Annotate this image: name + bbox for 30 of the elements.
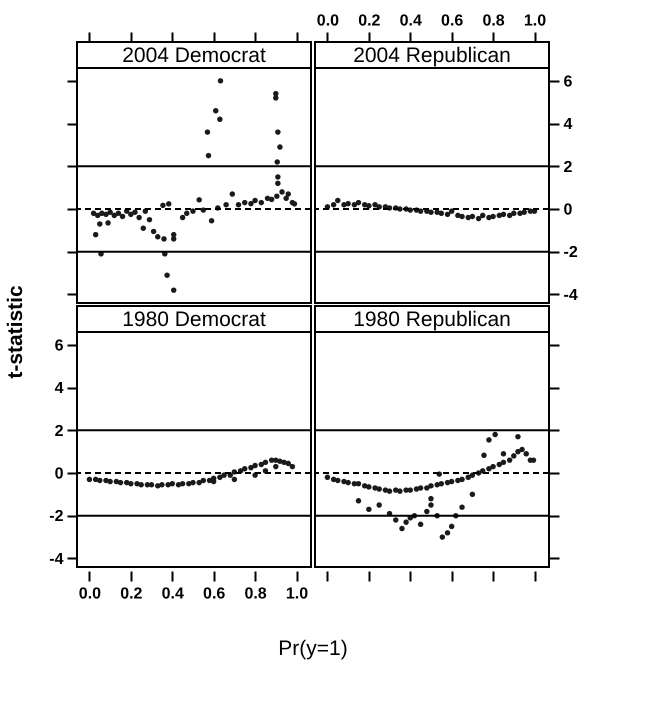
x-tick-label: 0.8: [482, 12, 505, 30]
x-tick-label: 0.6: [203, 586, 226, 602]
x-tick-label: 0.2: [120, 586, 143, 602]
y-tick-label: 0: [54, 466, 64, 482]
chart-title: 1980 Democrat: [122, 308, 266, 331]
y-tick-label: 6: [54, 337, 64, 354]
y-tick-label: 2: [564, 158, 572, 176]
y-axis-title: t-statistic: [4, 285, 27, 379]
y-tick-label: -2: [49, 508, 64, 526]
chart-title: 2004 Republican: [353, 44, 511, 67]
x-tick-label: 0.8: [244, 586, 267, 602]
x-tick-label: 0.0: [316, 12, 340, 30]
y-tick-label: -4: [564, 286, 578, 304]
y-tick-label: -4: [49, 550, 64, 568]
x-tick-label: 0.0: [78, 586, 102, 602]
y-tick-label: 2: [54, 422, 64, 440]
y-tick-label: 4: [564, 116, 572, 134]
x-tick-label: 0.4: [162, 586, 184, 602]
chart-title: 2004 Democrat: [122, 44, 266, 67]
chart-title: 1980 Republican: [353, 308, 511, 331]
y-tick-label: 6: [564, 73, 572, 90]
y-tick-label: -2: [564, 244, 578, 262]
x-tick-label: 1.0: [286, 586, 308, 602]
x-tick-label: 1.0: [524, 12, 546, 30]
x-tick-label: 0.4: [400, 12, 422, 30]
x-tick-label: 0.2: [358, 12, 381, 30]
x-axis-title: Pr(y=1): [278, 637, 348, 660]
y-tick-label: 4: [54, 380, 64, 398]
x-tick-label: 0.6: [441, 12, 464, 30]
y-tick-label: 0: [564, 202, 572, 218]
